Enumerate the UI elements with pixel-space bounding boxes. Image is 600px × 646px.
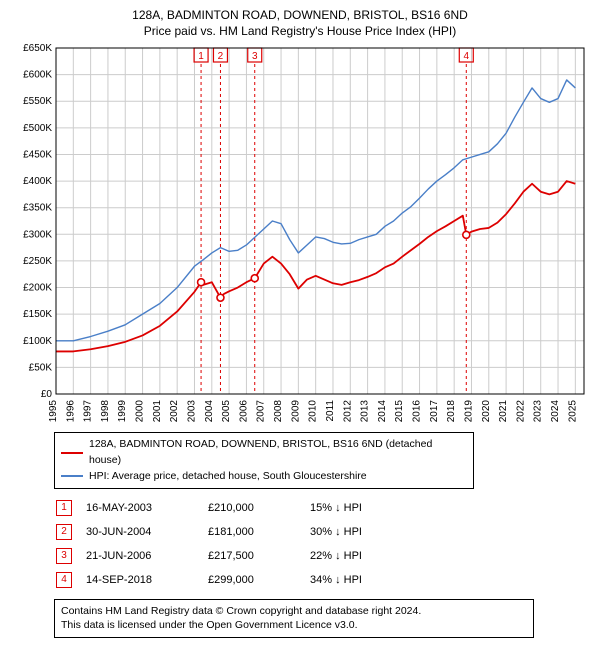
legend-label: 128A, BADMINTON ROAD, DOWNEND, BRISTOL, … bbox=[89, 437, 467, 469]
event-row: 3 21-JUN-2006£217,50022% ↓ HPI bbox=[56, 545, 374, 567]
svg-text:2020: 2020 bbox=[481, 400, 492, 423]
event-delta: 30% ↓ HPI bbox=[310, 521, 374, 543]
chart-svg: £0 £50K £100K £150K £200K £250K £300K £350K £400… bbox=[8, 44, 592, 424]
svg-text:2002: 2002 bbox=[169, 400, 180, 423]
event-row: 1 16-MAY-2003£210,00015% ↓ HPI bbox=[56, 497, 374, 519]
footer-line-2: This data is licensed under the Open Gov… bbox=[61, 618, 527, 632]
svg-text:2000: 2000 bbox=[135, 400, 146, 423]
svg-text:2017: 2017 bbox=[429, 400, 440, 423]
svg-text:1999: 1999 bbox=[117, 400, 128, 423]
svg-text:£350K: £350K bbox=[23, 203, 52, 214]
price-chart: £0 £50K £100K £150K £200K £250K £300K £350K £400… bbox=[8, 44, 592, 424]
svg-text:2024: 2024 bbox=[550, 400, 561, 423]
svg-text:2022: 2022 bbox=[515, 400, 526, 423]
legend-swatch bbox=[61, 475, 83, 477]
svg-text:2016: 2016 bbox=[412, 400, 423, 423]
svg-text:2007: 2007 bbox=[256, 400, 267, 423]
svg-text:2015: 2015 bbox=[394, 400, 405, 423]
legend-label: HPI: Average price, detached house, Sout… bbox=[89, 469, 367, 485]
svg-text:1996: 1996 bbox=[65, 400, 76, 423]
svg-text:2005: 2005 bbox=[221, 400, 232, 423]
svg-text:£450K: £450K bbox=[23, 149, 52, 160]
svg-text:£400K: £400K bbox=[23, 176, 52, 187]
svg-text:2010: 2010 bbox=[308, 400, 319, 423]
svg-text:2012: 2012 bbox=[342, 400, 353, 423]
svg-text:2: 2 bbox=[218, 51, 224, 62]
event-date: 21-JUN-2006 bbox=[86, 545, 206, 567]
svg-text:2003: 2003 bbox=[186, 400, 197, 423]
svg-text:2023: 2023 bbox=[533, 400, 544, 423]
svg-text:1995: 1995 bbox=[48, 400, 59, 423]
svg-text:4: 4 bbox=[464, 51, 470, 62]
chart-title-sub: Price paid vs. HM Land Registry's House … bbox=[8, 24, 592, 38]
svg-text:2014: 2014 bbox=[377, 400, 388, 423]
svg-text:£0: £0 bbox=[41, 389, 53, 400]
legend-row: HPI: Average price, detached house, Sout… bbox=[61, 469, 467, 485]
event-delta: 22% ↓ HPI bbox=[310, 545, 374, 567]
footer-line-1: Contains HM Land Registry data © Crown c… bbox=[61, 604, 527, 618]
svg-text:1997: 1997 bbox=[83, 400, 94, 423]
svg-text:£50K: £50K bbox=[29, 362, 53, 373]
svg-text:1998: 1998 bbox=[100, 400, 111, 423]
chart-title-main: 128A, BADMINTON ROAD, DOWNEND, BRISTOL, … bbox=[8, 8, 592, 22]
event-row: 2 30-JUN-2004£181,00030% ↓ HPI bbox=[56, 521, 374, 543]
svg-text:£300K: £300K bbox=[23, 229, 52, 240]
svg-text:2021: 2021 bbox=[498, 400, 509, 423]
legend: 128A, BADMINTON ROAD, DOWNEND, BRISTOL, … bbox=[54, 432, 474, 489]
legend-row: 128A, BADMINTON ROAD, DOWNEND, BRISTOL, … bbox=[61, 437, 467, 469]
event-price: £217,500 bbox=[208, 545, 308, 567]
event-date: 14-SEP-2018 bbox=[86, 569, 206, 591]
svg-text:1: 1 bbox=[198, 51, 204, 62]
event-marker: 4 bbox=[56, 572, 72, 588]
event-date: 30-JUN-2004 bbox=[86, 521, 206, 543]
attribution-footer: Contains HM Land Registry data © Crown c… bbox=[54, 599, 534, 637]
svg-text:2009: 2009 bbox=[290, 400, 301, 423]
svg-text:£650K: £650K bbox=[23, 44, 52, 54]
events-table: 1 16-MAY-2003£210,00015% ↓ HPI 2 30-JUN-200… bbox=[54, 495, 376, 593]
svg-text:£150K: £150K bbox=[23, 309, 52, 320]
svg-text:£250K: £250K bbox=[23, 256, 52, 267]
svg-text:2019: 2019 bbox=[463, 400, 474, 423]
event-row: 4 14-SEP-2018£299,00034% ↓ HPI bbox=[56, 569, 374, 591]
svg-text:2008: 2008 bbox=[273, 400, 284, 423]
event-date: 16-MAY-2003 bbox=[86, 497, 206, 519]
chart-title-block: 128A, BADMINTON ROAD, DOWNEND, BRISTOL, … bbox=[8, 8, 592, 38]
event-marker: 1 bbox=[56, 500, 72, 516]
event-marker: 2 bbox=[56, 524, 72, 540]
legend-swatch bbox=[61, 452, 83, 454]
event-delta: 34% ↓ HPI bbox=[310, 569, 374, 591]
svg-text:2018: 2018 bbox=[446, 400, 457, 423]
event-price: £210,000 bbox=[208, 497, 308, 519]
svg-text:2001: 2001 bbox=[152, 400, 163, 423]
svg-text:£600K: £600K bbox=[23, 70, 52, 81]
svg-text:2011: 2011 bbox=[325, 400, 336, 422]
svg-text:3: 3 bbox=[252, 51, 258, 62]
svg-text:£550K: £550K bbox=[23, 96, 52, 107]
svg-text:2013: 2013 bbox=[360, 400, 371, 423]
svg-text:£200K: £200K bbox=[23, 283, 52, 294]
event-marker: 3 bbox=[56, 548, 72, 564]
svg-text:2004: 2004 bbox=[204, 400, 215, 423]
event-delta: 15% ↓ HPI bbox=[310, 497, 374, 519]
svg-text:2025: 2025 bbox=[567, 400, 578, 423]
svg-text:£100K: £100K bbox=[23, 336, 52, 347]
svg-text:£500K: £500K bbox=[23, 123, 52, 134]
event-price: £181,000 bbox=[208, 521, 308, 543]
svg-text:2006: 2006 bbox=[238, 400, 249, 423]
event-price: £299,000 bbox=[208, 569, 308, 591]
